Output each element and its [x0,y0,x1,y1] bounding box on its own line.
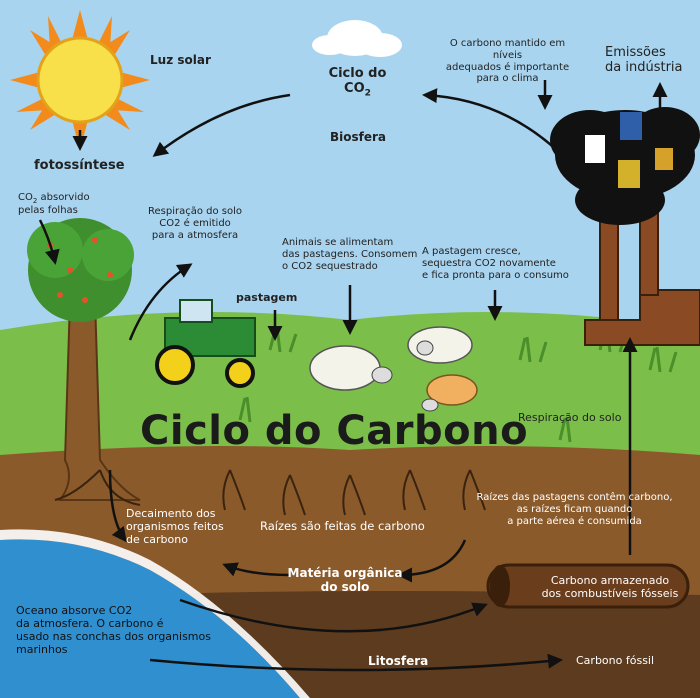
label-co2-absorbed: CO2 absorvido pelas folhas [18,192,90,217]
label-pasture: pastagem [236,291,298,304]
tractor-icon [155,299,256,388]
label-soil-respiration-top: Respiração do solo CO2 é emitido para a … [147,206,243,241]
label-cycle-co2: Ciclo do CO2 [328,66,387,99]
sun-icon [10,10,150,150]
label-organic-matter: Matéria orgânica do solo [287,566,403,595]
label-biosphere: Biosfera [330,130,387,144]
label-industry-emissions: Emissões da indústria [605,45,683,76]
label-ocean: Oceano absorve CO2 da atmosfera. O carbo… [16,604,211,656]
label-decay: Decaimento dos organismos feitos de carb… [126,507,224,546]
sheep-icon [426,374,478,406]
page-title: Ciclo do Carbono [140,408,529,454]
label-animals: Animais se alimentam das pastagens. Cons… [282,237,418,272]
tree-icon [27,218,141,501]
label-sunlight: Luz solar [150,53,211,67]
label-soil-respiration-right: Respiração do solo [518,411,622,424]
label-fossil-carbon: Carbono fóssil [576,654,655,667]
label-photosynthesis: fotossíntese [34,158,125,173]
label-lithosphere: Litosfera [368,654,429,668]
label-roots: Raízes são feitas de carbono [260,519,425,533]
cloud-icon [312,20,402,57]
flow-arrows [38,80,668,672]
pollutant-items [585,112,673,188]
roots [54,469,486,516]
fossil-fuel-pipe [486,563,690,609]
label-stored-carbon: Carbono armazenado dos combustíveis fóss… [541,574,679,600]
label-carbon-kept: O carbono mantido em níveis adequados é … [445,38,570,85]
label-roots-carbon: Raízes das pastagens contêm carbono, as … [476,492,673,527]
label-pasture-grows: A pastagem cresce, sequestra CO2 novamen… [422,246,569,281]
ocean [0,539,300,698]
